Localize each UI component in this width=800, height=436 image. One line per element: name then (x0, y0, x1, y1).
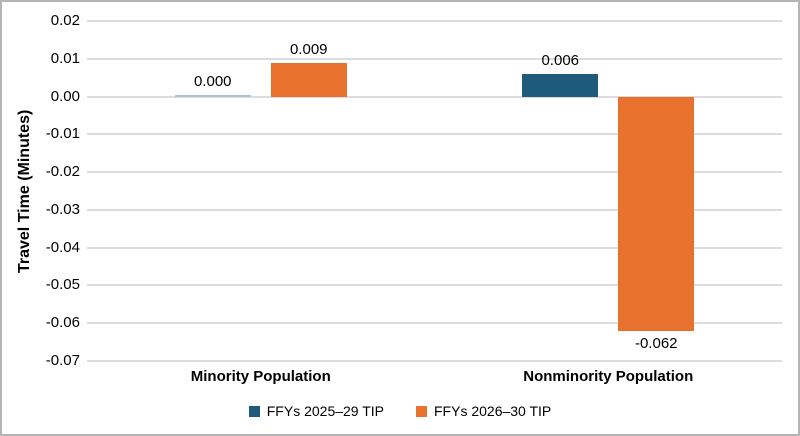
bar-value-label: 0.006 (541, 51, 580, 69)
gridline (87, 133, 782, 136)
legend-swatch-icon (248, 406, 260, 417)
legend: FFYs 2025–29 TIP FFYs 2026–30 TIP (2, 403, 798, 420)
y-tick-label: 0.02 (50, 12, 80, 29)
y-tick-label: -0.03 (45, 200, 80, 218)
y-tick-label: 0.00 (50, 87, 80, 105)
gridline (87, 246, 782, 249)
x-category-label: Nonminority Population (523, 368, 694, 385)
gridline (87, 360, 782, 362)
gridline (87, 284, 782, 287)
bar (174, 94, 251, 97)
bar (618, 96, 695, 331)
bar (522, 73, 599, 97)
legend-swatch-icon (416, 406, 427, 417)
y-axis-title: Travel Time (Minutes) (16, 109, 33, 273)
y-tick-label: -0.01 (45, 125, 80, 143)
gridline (87, 95, 782, 98)
gridline (87, 171, 782, 174)
bar-value-label: 0.000 (193, 72, 232, 90)
y-tick-label: -0.07 (45, 352, 80, 369)
bar (270, 62, 347, 97)
y-tick-label: -0.02 (45, 163, 80, 181)
gridline (87, 20, 782, 22)
bar-value-label: 0.009 (289, 40, 328, 58)
bar-value-label: -0.062 (634, 334, 678, 352)
gridline (87, 322, 782, 325)
legend-item: FFYs 2026–30 TIP (416, 403, 551, 420)
legend-label: FFYs 2026–30 TIP (434, 403, 552, 419)
gridline (87, 57, 782, 60)
gridline (87, 208, 782, 211)
plot-area: 0.000 0.009 0.006 -0.062 (87, 20, 782, 362)
y-tick-label: -0.06 (45, 314, 80, 332)
legend-label: FFYs 2025–29 TIP (266, 403, 384, 419)
legend-item: FFYs 2025–29 TIP (248, 403, 384, 420)
y-tick-label: -0.04 (45, 238, 80, 256)
y-tick-label: 0.01 (50, 49, 80, 67)
x-category-label: Minority Population (190, 368, 331, 385)
y-tick-label: -0.05 (45, 276, 80, 294)
